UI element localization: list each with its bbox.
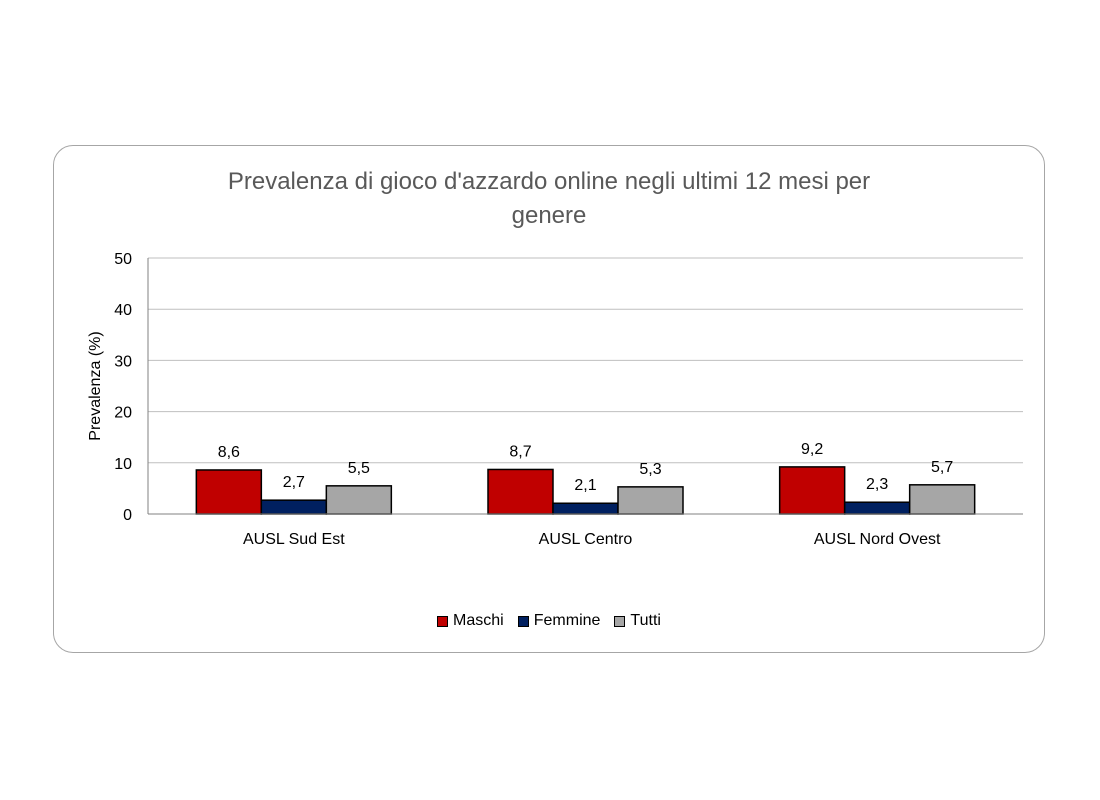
legend-item: Tutti — [614, 612, 661, 630]
legend: Maschi Femmine Tutti — [53, 612, 1045, 630]
bar — [843, 501, 911, 515]
y-axis-title: Prevalenza (%) — [87, 331, 104, 440]
data-label: 2,7 — [283, 474, 305, 491]
y-tick-label: 30 — [114, 353, 132, 370]
data-label: 5,7 — [931, 459, 953, 476]
y-tick-label: 40 — [114, 302, 132, 319]
data-label: 9,2 — [801, 441, 823, 458]
data-label: 5,5 — [348, 460, 370, 477]
bar — [195, 469, 263, 515]
y-tick-label: 10 — [114, 456, 132, 473]
chart-title: Prevalenza di gioco d'azzardo online neg… — [53, 165, 1045, 233]
bar — [778, 466, 846, 515]
data-label: 2,1 — [574, 477, 596, 494]
x-category-label: AUSL Centro — [539, 531, 633, 548]
legend-item: Femmine — [517, 612, 601, 630]
data-label: 5,3 — [639, 461, 661, 478]
bar — [552, 502, 619, 515]
y-tick-label: 20 — [114, 405, 132, 422]
chart-frame — [53, 145, 1045, 653]
bar — [260, 499, 328, 515]
bar — [908, 484, 976, 515]
bar — [325, 485, 393, 515]
legend-label: Tutti — [630, 612, 661, 629]
data-label: 8,7 — [509, 443, 531, 460]
legend-label: Maschi — [453, 612, 504, 629]
legend-swatch — [614, 615, 626, 627]
x-category-label: AUSL Sud Est — [243, 531, 345, 548]
y-tick-label: 0 — [123, 507, 132, 524]
x-category-label: AUSL Nord Ovest — [814, 531, 941, 548]
bar — [487, 468, 554, 515]
chart-title-text: Prevalenza di gioco d'azzardo online neg… — [227, 168, 871, 229]
data-label: 2,3 — [866, 476, 888, 493]
legend-item: Maschi — [437, 612, 504, 630]
y-tick-label: 50 — [114, 251, 132, 268]
bar — [617, 486, 684, 515]
legend-swatch — [517, 615, 529, 627]
legend-label: Femmine — [533, 612, 601, 629]
legend-swatch — [437, 615, 449, 627]
data-label: 8,6 — [218, 444, 240, 461]
